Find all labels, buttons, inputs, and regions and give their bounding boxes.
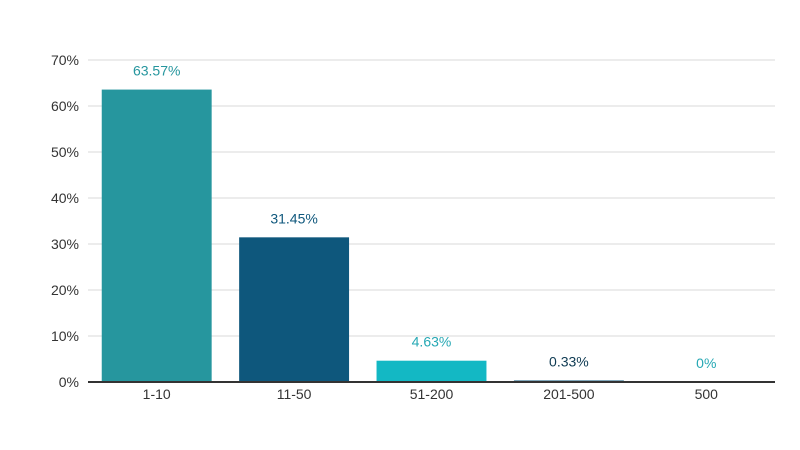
data-label: 63.57%: [133, 63, 180, 79]
y-tick-label: 30%: [51, 236, 79, 252]
y-tick-label: 70%: [51, 52, 79, 68]
bar: [239, 237, 350, 382]
bar: [376, 360, 487, 382]
x-tick-label: 11-50: [277, 386, 312, 402]
x-tick-label: 500: [695, 386, 719, 402]
data-label: 0%: [696, 355, 716, 371]
y-tick-label: 0%: [59, 374, 79, 390]
data-label: 0.33%: [549, 353, 589, 369]
x-tick-label: 1-10: [143, 386, 171, 402]
x-tick-label: 51-200: [410, 386, 454, 402]
bars: [101, 89, 624, 382]
y-tick-label: 10%: [51, 328, 79, 344]
labels: 0% 10% 20% 30% 40% 50% 60% 70% 63.57% 1-10 31.45% 1…: [51, 52, 718, 402]
y-tick-label: 60%: [51, 98, 79, 114]
y-tick-label: 50%: [51, 144, 79, 160]
y-tick-label: 40%: [51, 190, 79, 206]
data-label: 31.45%: [270, 210, 317, 226]
bar: [101, 89, 212, 382]
data-label: 4.63%: [412, 334, 452, 350]
x-tick-label: 201-500: [543, 386, 595, 402]
y-tick-label: 20%: [51, 282, 79, 298]
